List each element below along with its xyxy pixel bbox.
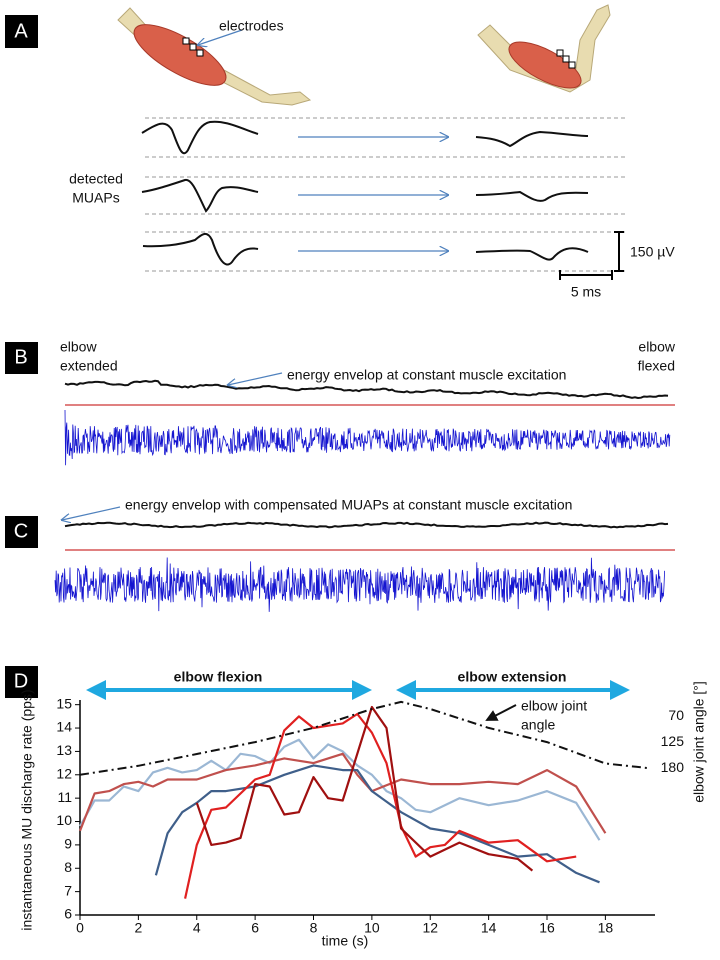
y-tick-label: 6 bbox=[64, 906, 72, 922]
panel-box bbox=[5, 516, 38, 548]
annotation: angle bbox=[521, 717, 555, 733]
x-tick-label: 8 bbox=[310, 920, 318, 936]
panel-label: C bbox=[14, 520, 28, 542]
x-axis-label: time (s) bbox=[322, 933, 369, 949]
arm-illustration bbox=[117, 4, 611, 106]
y-axis-label: instantaneous MU discharge rate (pps) bbox=[19, 689, 35, 930]
y-tick-label: 14 bbox=[56, 719, 72, 735]
time-scale: 5 ms bbox=[571, 284, 601, 300]
y2-axis-label: elbow joint angle [°] bbox=[691, 681, 707, 803]
x-tick-label: 12 bbox=[422, 920, 438, 936]
side-label: extended bbox=[60, 358, 118, 374]
amplitude-scale: 150 µV bbox=[630, 244, 675, 260]
rate-line bbox=[184, 712, 577, 899]
panel-box bbox=[5, 666, 38, 698]
x-tick-label: 4 bbox=[193, 920, 201, 936]
flow-arrows bbox=[298, 137, 448, 251]
annotation: elbow joint bbox=[521, 698, 587, 714]
y-tick-label: 10 bbox=[56, 812, 72, 828]
y-tick-label: 13 bbox=[56, 742, 72, 758]
panel-box bbox=[5, 15, 38, 48]
x-tick-label: 18 bbox=[598, 920, 614, 936]
electrodes-label: electrodes bbox=[219, 18, 284, 34]
x-tick-label: 14 bbox=[481, 920, 497, 936]
detected-label: MUAPs bbox=[72, 190, 119, 206]
muap-waveforms bbox=[141, 120, 589, 266]
energy-envelope bbox=[64, 379, 669, 400]
rate-line bbox=[154, 764, 600, 884]
emg-signal bbox=[54, 557, 665, 612]
panel-label: D bbox=[14, 670, 28, 692]
side-label: elbow bbox=[60, 339, 97, 355]
rate-line bbox=[79, 738, 601, 841]
panel-label: B bbox=[14, 346, 27, 368]
y2-tick-label: 70 bbox=[668, 707, 684, 723]
emg-signal bbox=[64, 409, 671, 466]
y-tick-label: 15 bbox=[56, 695, 72, 711]
x-tick-label: 16 bbox=[539, 920, 555, 936]
x-tick-label: 10 bbox=[364, 920, 380, 936]
y-tick-label: 9 bbox=[64, 836, 72, 852]
x-tick-label: 2 bbox=[134, 920, 142, 936]
baseline-guides bbox=[145, 117, 625, 272]
phase-label: elbow extension bbox=[458, 669, 567, 685]
x-tick-label: 6 bbox=[251, 920, 259, 936]
envelope-note: energy envelop at constant muscle excita… bbox=[287, 367, 566, 383]
y-tick-label: 12 bbox=[56, 765, 72, 781]
y2-tick-label: 180 bbox=[661, 759, 685, 775]
angle-line bbox=[79, 700, 650, 776]
panel-label: A bbox=[14, 20, 28, 42]
side-label: elbow bbox=[638, 339, 675, 355]
panel-box bbox=[5, 342, 38, 374]
phase-label: elbow flexion bbox=[174, 669, 263, 685]
detected-label: detected bbox=[69, 171, 123, 187]
scale-bars bbox=[559, 231, 624, 280]
y-tick-label: 11 bbox=[57, 789, 72, 805]
x-tick-label: 0 bbox=[76, 920, 84, 936]
side-label: flexed bbox=[638, 358, 675, 374]
envelope-note: energy envelop with compensated MUAPs at… bbox=[125, 497, 572, 513]
pointer-arrow bbox=[198, 29, 243, 45]
annotation-arrow bbox=[485, 704, 517, 721]
pointer-arrow bbox=[228, 372, 283, 385]
y-tick-label: 7 bbox=[64, 882, 72, 898]
y-tick-label: 8 bbox=[64, 859, 72, 875]
rate-line bbox=[78, 752, 607, 834]
rate-line bbox=[195, 705, 534, 872]
pointer-arrow bbox=[62, 506, 121, 520]
y2-tick-label: 125 bbox=[661, 733, 685, 749]
energy-envelope bbox=[64, 521, 669, 529]
